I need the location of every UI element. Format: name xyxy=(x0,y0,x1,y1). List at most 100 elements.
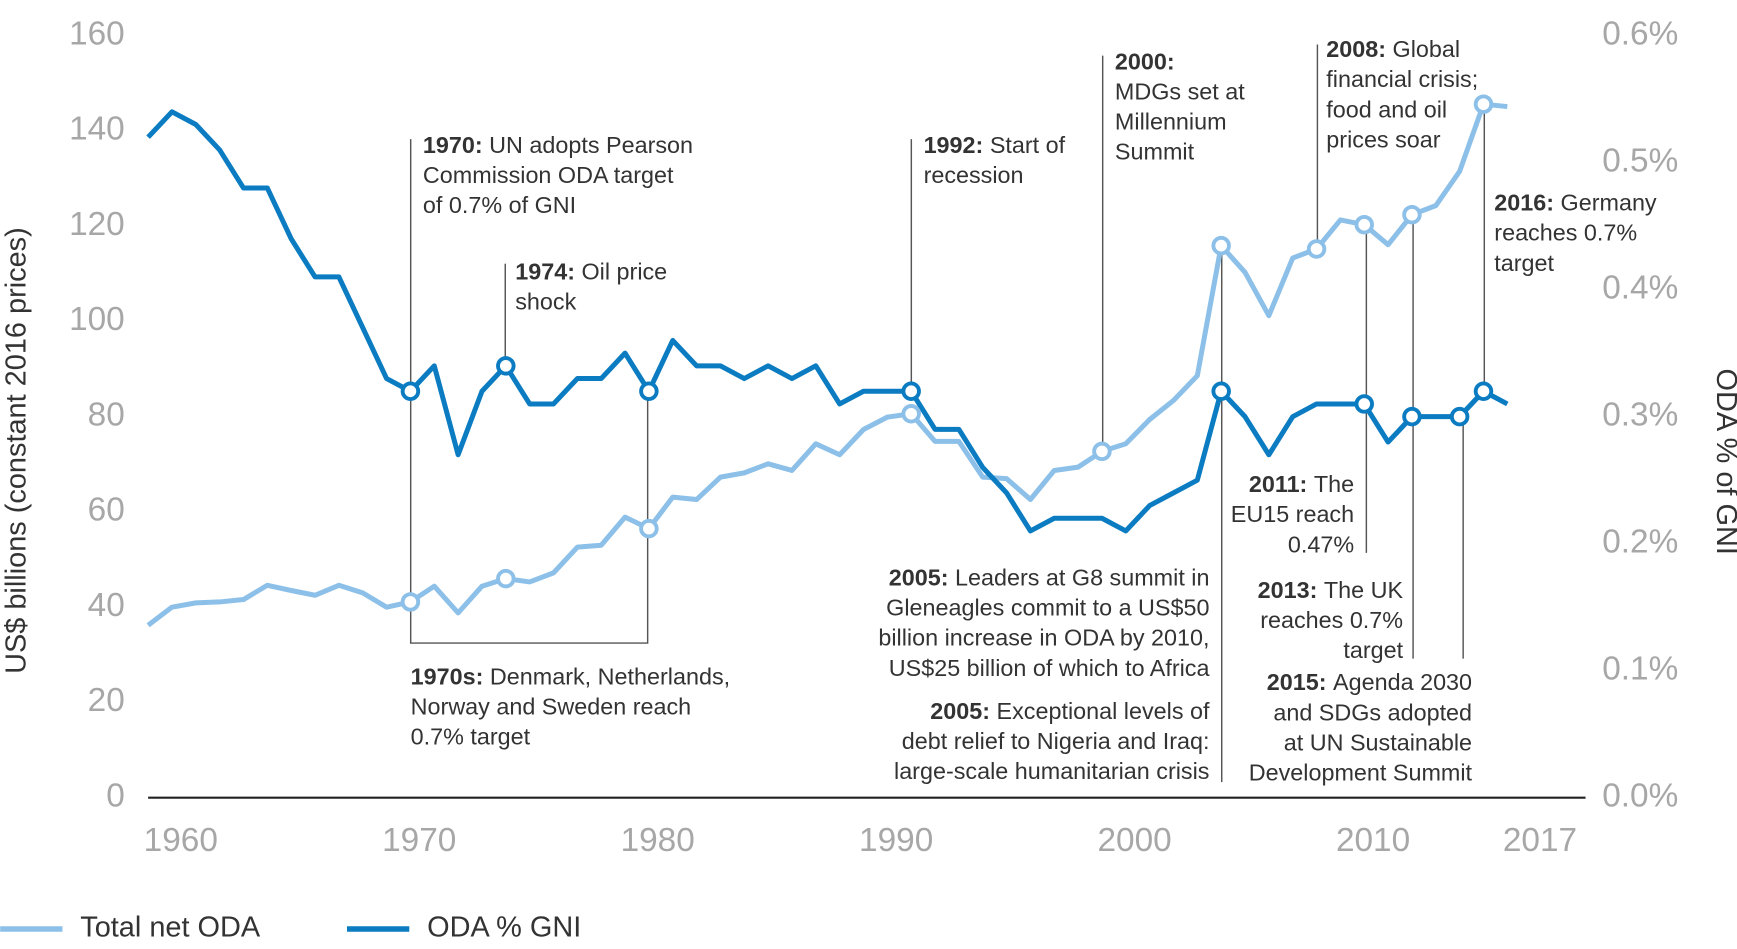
y-tick-label: 80 xyxy=(88,396,125,433)
annotation-text: recession xyxy=(924,162,1024,188)
y-tick-label: 40 xyxy=(88,587,125,624)
annotation-line: 2011: The xyxy=(1249,471,1354,497)
annotation-text: Exceptional levels of xyxy=(997,698,1210,724)
point-marker xyxy=(1092,441,1112,462)
annotation-line: financial crisis; xyxy=(1326,66,1478,92)
series-line xyxy=(146,109,1509,534)
annotation-text: food and oil xyxy=(1326,96,1447,122)
annotation-line: 0.47% xyxy=(1288,531,1354,557)
annotation-line: 2005: Leaders at G8 summit in xyxy=(889,565,1210,591)
annotation-line: 1970s: Denmark, Netherlands, xyxy=(411,664,730,690)
annotation-text: large-scale humanitarian crisis xyxy=(894,758,1209,784)
x-tick-label: 2010 xyxy=(1336,822,1410,859)
annotation-line: Norway and Sweden reach xyxy=(411,694,691,720)
annotation-text: Denmark, Netherlands, xyxy=(490,664,730,690)
annotation-text: EU15 reach xyxy=(1231,501,1354,527)
annotation-text: MDGs set at xyxy=(1115,79,1245,105)
annotation-lead: 1974: xyxy=(515,259,575,285)
point-marker xyxy=(1306,239,1327,259)
point-marker xyxy=(400,381,421,401)
annotation-lead: 2000: xyxy=(1115,49,1175,75)
annotation-line: 2013: The UK xyxy=(1258,577,1404,603)
annotation-line: prices soar xyxy=(1326,126,1440,152)
annotation-line: debt relief to Nigeria and Iraq: xyxy=(902,728,1210,754)
annotation-line: large-scale humanitarian crisis xyxy=(894,758,1209,784)
point-marker xyxy=(496,356,516,376)
legend-label: Total net ODA xyxy=(80,912,261,944)
connectors xyxy=(409,44,1486,783)
annotation-line: billion increase in ODA by 2010, xyxy=(878,625,1209,651)
annotation-text: and SDGs adopted xyxy=(1273,699,1472,725)
annotation-text: The UK xyxy=(1324,577,1404,603)
x-tick-label: 1990 xyxy=(859,822,933,859)
annotation-text: Development Summit xyxy=(1249,760,1473,786)
point-marker xyxy=(1449,406,1470,427)
y-tick-label: 20 xyxy=(88,682,125,719)
annotation-text: billion increase in ODA by 2010, xyxy=(878,625,1209,651)
y2-tick-label: 0.4% xyxy=(1602,269,1678,306)
point-marker xyxy=(400,592,421,612)
annotation-line: target xyxy=(1494,250,1554,276)
annotation-line: of 0.7% of GNI xyxy=(423,192,576,218)
annotation-lead: 2013: xyxy=(1258,577,1318,603)
annotation-text: prices soar xyxy=(1326,126,1440,152)
y2-tick-label: 0.0% xyxy=(1602,778,1678,815)
point-marker xyxy=(1354,394,1374,414)
annotation-line: 1970: UN adopts Pearson xyxy=(423,132,693,158)
annotation-text: Millennium xyxy=(1115,109,1227,135)
annotation-text: Norway and Sweden reach xyxy=(411,694,691,720)
point-marker xyxy=(1211,381,1231,401)
point-marker xyxy=(901,381,921,401)
annotation-text: The xyxy=(1314,471,1354,497)
annotation-lead: 2005: xyxy=(930,698,990,724)
y-tick-label: 160 xyxy=(69,15,125,52)
annotation-lead: 1992: xyxy=(924,132,984,158)
annotation-text: reaches 0.7% xyxy=(1494,220,1637,246)
point-marker xyxy=(639,381,659,401)
point-marker xyxy=(1402,204,1422,225)
x-tick-label: 1960 xyxy=(144,822,218,859)
x-tick-label: 2017 xyxy=(1503,822,1577,859)
annotation-text: 0.47% xyxy=(1288,531,1354,557)
y-tick-label: 140 xyxy=(69,111,125,148)
y-axis-title: US$ billions (constant 2016 prices) xyxy=(1,227,33,674)
y2-tick-label: 0.2% xyxy=(1602,523,1678,560)
annotation-text: of 0.7% of GNI xyxy=(423,192,576,218)
y2-tick-label: 0.3% xyxy=(1602,396,1678,433)
annotation-line: and SDGs adopted xyxy=(1273,699,1472,725)
point-marker xyxy=(1473,94,1494,114)
x-tick-label: 1980 xyxy=(621,822,695,859)
annotation-lead: 1970s: xyxy=(411,664,484,690)
annotation-line: 2005: Exceptional levels of xyxy=(930,698,1210,724)
annotation-line: Millennium xyxy=(1115,109,1227,135)
point-marker xyxy=(496,568,516,589)
point-marker xyxy=(639,518,659,539)
annotation-text: Start of xyxy=(990,132,1066,158)
annotation-line: shock xyxy=(515,289,576,315)
annotation-text: target xyxy=(1494,250,1554,276)
y2-axis-title: ODA % of GNI xyxy=(1710,369,1737,555)
annotation-line: 0.7% target xyxy=(411,724,531,750)
annotation-text: UN adopts Pearson xyxy=(489,132,693,158)
annotation-text: US$25 billion of which to Africa xyxy=(889,655,1210,681)
annotation-text: Global xyxy=(1393,36,1461,62)
y2-tick-label: 0.6% xyxy=(1602,15,1678,52)
annotation-text: Agenda 2030 xyxy=(1333,669,1472,695)
annotation-text: Germany xyxy=(1561,190,1657,216)
y-tick-label: 0 xyxy=(106,778,125,815)
annotation-line: US$25 billion of which to Africa xyxy=(889,655,1210,681)
y2-tick-label: 0.1% xyxy=(1602,650,1678,687)
y-tick-label: 120 xyxy=(69,206,125,243)
annotation-text: shock xyxy=(515,289,576,315)
annotation-text: Gleneagles commit to a US$50 xyxy=(886,595,1209,621)
annotation-lead: 2005: xyxy=(889,565,949,591)
annotation-lead: 2015: xyxy=(1267,669,1327,695)
annotation-line: Summit xyxy=(1115,139,1195,165)
annotation-line: target xyxy=(1343,637,1403,663)
annotation-lead: 2016: xyxy=(1494,190,1554,216)
annotation-line: recession xyxy=(924,162,1024,188)
annotation-line: 2016: Germany xyxy=(1494,190,1657,216)
annotation-lead: 2008: xyxy=(1326,36,1386,62)
annotation-lead: 2011: xyxy=(1249,471,1307,497)
point-marker xyxy=(901,404,921,424)
